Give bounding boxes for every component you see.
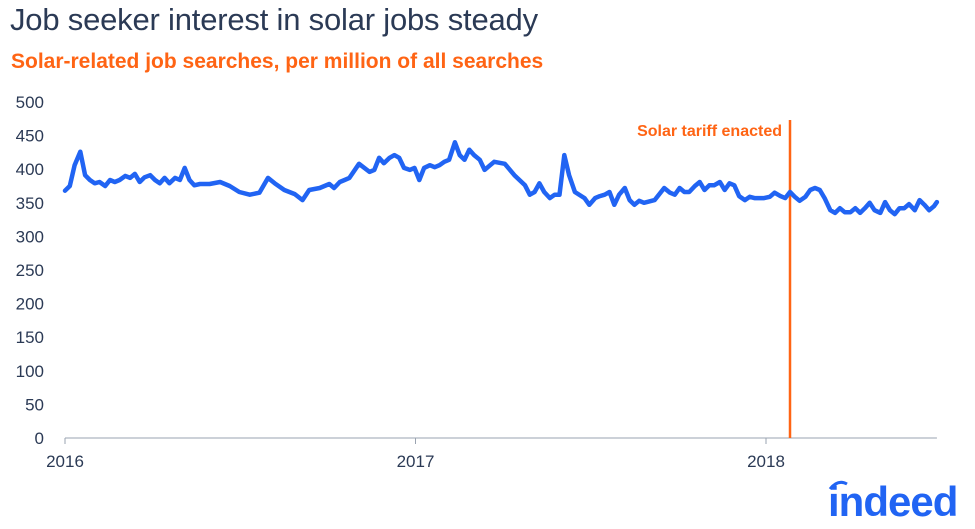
y-tick-label: 50 — [25, 395, 44, 414]
tariff-label: Solar tariff enacted — [637, 123, 782, 140]
y-tick-label: 0 — [35, 429, 44, 448]
tariff-annotation: Solar tariff enacted — [637, 120, 792, 438]
x-axis: 2016 2017 2018 — [46, 437, 937, 471]
series-line — [62, 140, 940, 217]
x-tick-label: 2016 — [46, 452, 84, 471]
y-tick-label: 100 — [16, 362, 44, 381]
logo-arc-icon — [828, 480, 848, 490]
chart-subtitle: Solar-related job searches, per million … — [11, 50, 544, 73]
y-tick-label: 300 — [16, 227, 44, 246]
x-tick-label: 2017 — [397, 452, 435, 471]
x-tick-label: 2018 — [747, 452, 785, 471]
logo-text: indeed — [828, 478, 958, 525]
y-tick-label: 500 — [16, 93, 44, 112]
y-tick-label: 150 — [16, 328, 44, 347]
indeed-logo: indeed — [828, 478, 958, 526]
y-tick-label: 350 — [16, 194, 44, 213]
y-axis: 0 50 100 150 200 250 300 350 400 450 500 — [16, 93, 44, 448]
y-tick-label: 200 — [16, 295, 44, 314]
y-tick-label: 250 — [16, 261, 44, 280]
y-tick-label: 400 — [16, 160, 44, 179]
chart-title: Job seeker interest in solar jobs steady — [10, 2, 538, 37]
series-path — [62, 140, 940, 217]
y-tick-label: 450 — [16, 127, 44, 146]
